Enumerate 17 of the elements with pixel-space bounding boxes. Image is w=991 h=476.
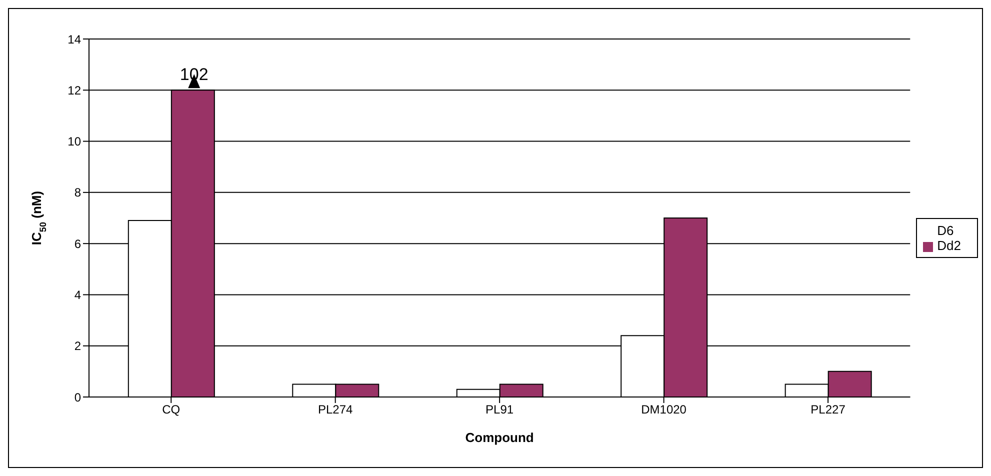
y-tick-label: 14 — [68, 32, 82, 46]
y-tick-label: 0 — [74, 390, 82, 404]
y-tick-label: 12 — [68, 83, 82, 98]
x-axis-title: Compound — [465, 430, 534, 445]
text: D6 — [937, 223, 954, 238]
y-tick-label: 6 — [74, 236, 82, 251]
y-tick-label: 10 — [68, 134, 82, 149]
legend-label: Dd2 — [937, 238, 961, 253]
y-tick-label: 2 — [74, 339, 82, 354]
x-tick-label: PL227 — [810, 402, 846, 417]
y-tick-label: 4 — [74, 288, 82, 302]
x-tick-label: PL91 — [486, 402, 514, 417]
x-tick-label: DM1020 — [641, 402, 687, 417]
x-tick-label: PL274 — [318, 402, 354, 417]
x-tick-label: CQ — [162, 402, 180, 417]
annotation: 102 — [180, 65, 208, 84]
y-tick-label: 8 — [74, 186, 82, 200]
